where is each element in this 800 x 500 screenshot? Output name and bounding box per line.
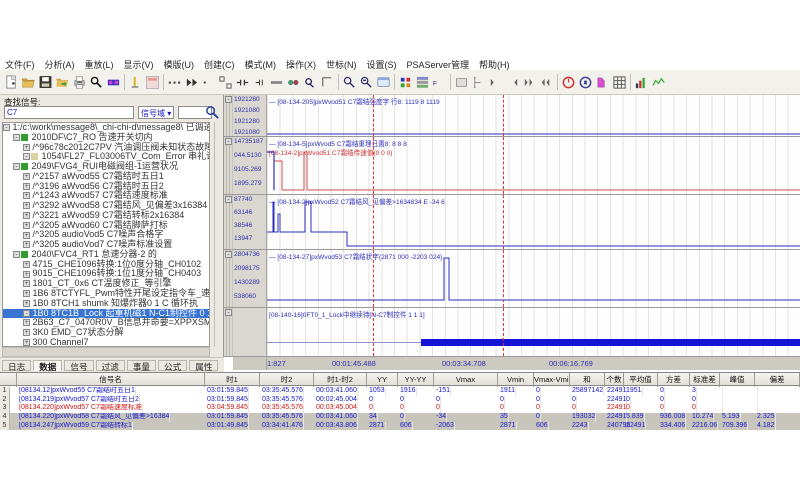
- svg-text:F: F: [433, 80, 437, 87]
